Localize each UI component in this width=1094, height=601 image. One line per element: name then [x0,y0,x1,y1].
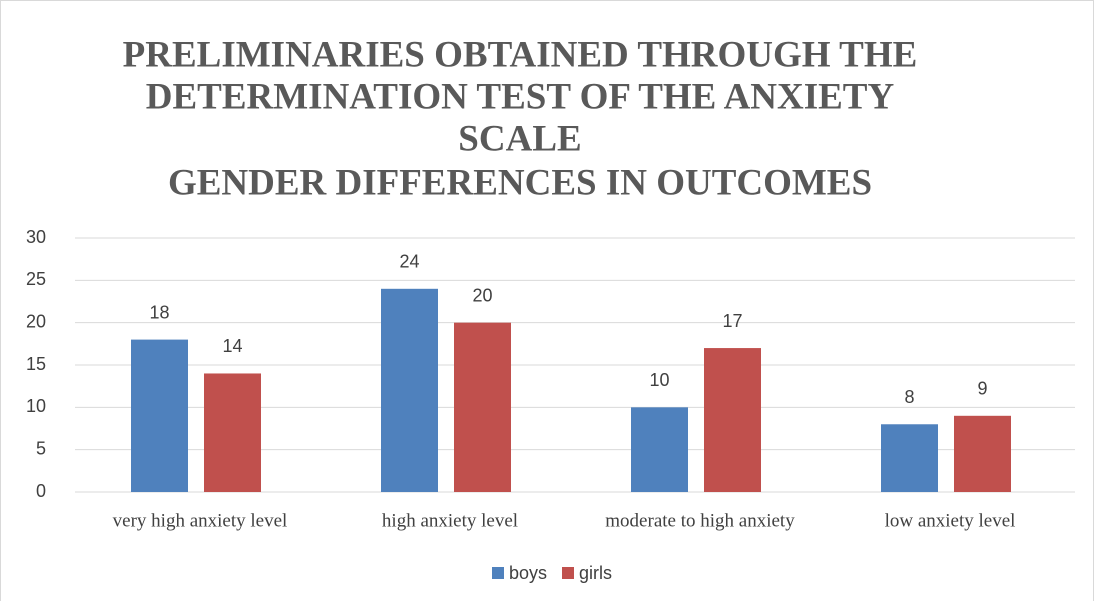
y-tick-label: 5 [36,438,46,458]
bar [131,339,188,492]
legend-label: girls [579,563,612,583]
bar [881,424,938,492]
bar [204,373,261,492]
chart-title: PRELIMINARIES OBTAINED THROUGH THE [123,34,918,75]
legend-swatch [562,567,574,579]
data-label: 8 [904,387,914,407]
data-label: 24 [399,252,419,272]
data-label: 14 [222,336,242,356]
y-tick-label: 15 [26,354,46,374]
data-label: 17 [722,311,742,331]
y-tick-label: 10 [26,396,46,416]
chart-title: SCALE [458,118,581,159]
bar [954,415,1011,492]
data-label: 18 [149,302,169,322]
bar [454,322,511,492]
data-label: 10 [649,370,669,390]
legend-label: boys [509,563,547,583]
chart-title: GENDER DIFFERENCES IN OUTCOMES [168,162,872,203]
y-tick-label: 0 [36,481,46,501]
data-label: 20 [472,285,492,305]
y-tick-label: 20 [26,311,46,331]
data-label: 9 [977,379,987,399]
x-tick-label: high anxiety level [382,510,518,531]
legend-swatch [492,567,504,579]
bar [631,407,688,492]
x-tick-label: low anxiety level [885,510,1016,531]
bar [704,348,761,492]
y-tick-label: 30 [26,227,46,247]
y-tick-label: 25 [26,269,46,289]
chart-title: DETERMINATION TEST OF THE ANXIETY [146,76,895,117]
x-tick-label: very high anxiety level [113,510,288,531]
x-tick-label: moderate to high anxiety [605,510,795,531]
bar [381,288,438,492]
